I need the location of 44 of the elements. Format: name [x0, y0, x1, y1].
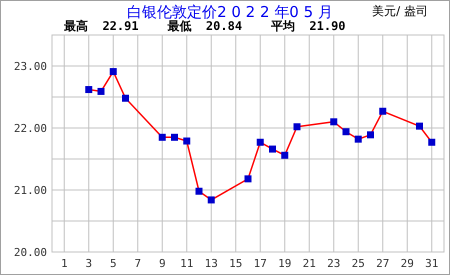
x-tick-label: 13: [204, 257, 218, 270]
point: [122, 94, 129, 102]
y-tick-label: 23.00: [14, 60, 47, 73]
x-tick-label: 5: [110, 257, 117, 270]
point: [342, 128, 350, 136]
point: [171, 134, 178, 141]
point: [330, 118, 338, 126]
x-tick-label: 9: [158, 257, 166, 270]
point: [269, 146, 276, 153]
point: [367, 131, 374, 138]
point: [244, 175, 252, 182]
x-tick-label: 17: [254, 257, 267, 270]
point: [281, 152, 288, 159]
point: [294, 123, 300, 130]
chart-title: 白银伦敦定价2 0 2 2 年0 5 月: [127, 3, 333, 21]
x-tick-label: 19: [278, 257, 292, 270]
x-tick-label: 21: [302, 257, 316, 270]
point: [85, 86, 92, 94]
chart-subtitle: 最高 22.91 最低 20.84 平均 21.90: [63, 19, 346, 33]
x-tick-label: 15: [229, 257, 242, 270]
point: [196, 188, 202, 195]
x-tick-label: 23: [327, 257, 340, 270]
point: [428, 138, 436, 146]
x-tick-label: 3: [85, 257, 92, 270]
x-tick-label: 25: [352, 257, 365, 270]
y-tick-label: 22.00: [14, 122, 47, 135]
point: [183, 138, 190, 145]
point: [110, 68, 117, 76]
point: [98, 88, 104, 95]
x-tick-label: 11: [180, 257, 194, 270]
x-tick-label: 7: [134, 257, 142, 270]
x-tick-label: 1: [60, 257, 68, 270]
point: [379, 108, 386, 115]
point: [256, 138, 264, 146]
y-axis-title: 美元/ 盎司: [372, 4, 428, 18]
x-tick-label: 29: [400, 257, 414, 270]
point: [158, 134, 166, 141]
y-tick-label: 20.00: [14, 246, 47, 259]
x-tick-label: 27: [376, 257, 390, 270]
x-tick-label: 31: [425, 257, 438, 270]
y-tick-label: 21.00: [14, 184, 47, 197]
point: [208, 196, 215, 204]
point: [354, 136, 362, 143]
point: [416, 122, 423, 130]
